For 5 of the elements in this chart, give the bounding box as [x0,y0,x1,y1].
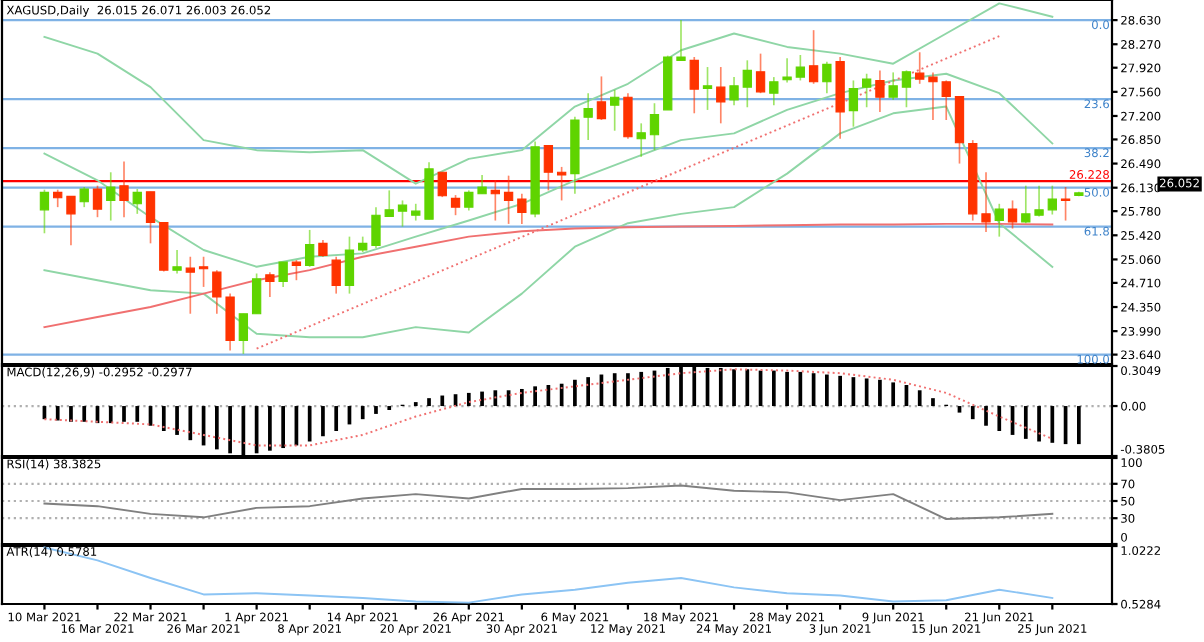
line-series [43,72,1054,268]
line-series [43,484,1054,521]
line-series [43,105,1054,339]
candlestick [437,171,447,198]
candlestick [159,221,169,273]
